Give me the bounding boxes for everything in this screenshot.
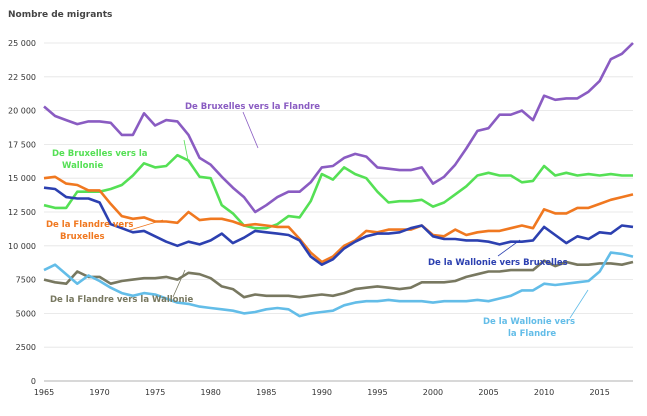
x-tick-label: 1995 xyxy=(367,388,387,397)
x-tick-label: 1975 xyxy=(145,388,165,397)
series-label-wallonie-flandre-line1: De la Wallonie vers xyxy=(483,317,575,327)
x-tick-label: 1965 xyxy=(34,388,54,397)
series-label-bruxelles-wallonie-line1: De Bruxelles vers la xyxy=(52,149,148,159)
series-label-wallonie-flandre-part1: De la Wallonie vers xyxy=(483,317,575,327)
series-label-flandre-bruxelles-part1: De la Flandre vers xyxy=(46,220,133,230)
series-line-4 xyxy=(43,259,634,299)
x-tick-label: 2005 xyxy=(478,388,498,397)
label-leader-bruxelles-wallonie xyxy=(183,139,189,161)
series-line-1 xyxy=(43,153,633,230)
y-tick-label: 17 500 xyxy=(8,140,36,149)
x-tick-label: 1980 xyxy=(201,388,221,397)
series-line-3 xyxy=(43,186,634,267)
label-leader-flandre-wallonie xyxy=(172,269,186,298)
y-tick-label: 7500 xyxy=(16,276,36,285)
series-label-flandre-wallonie: De la Flandre vers la Wallonie xyxy=(50,295,193,305)
series-label-wallonie-flandre-line2: la Flandre xyxy=(508,329,556,339)
series-line-5 xyxy=(43,251,634,318)
y-tick-label: 12 500 xyxy=(8,208,36,217)
x-tick-label: 1985 xyxy=(256,388,276,397)
label-leader-wallonie-bruxelles xyxy=(497,239,521,257)
x-tick-label: 1990 xyxy=(312,388,332,397)
series-label-bruxelles-wallonie-part1: De Bruxelles vers la xyxy=(52,149,148,159)
x-tick-label: 2010 xyxy=(534,388,554,397)
series-label-wallonie-flandre-part2: la Flandre xyxy=(508,329,556,339)
series-label-flandre-bruxelles-part2: Bruxelles xyxy=(60,232,105,242)
x-tick-label: 1970 xyxy=(89,388,109,397)
label-leader-wallonie-flandre xyxy=(569,289,589,319)
x-tick-label: 2015 xyxy=(589,388,609,397)
series-label-wallonie-bruxelles: De la Wallonie vers Bruxelles xyxy=(428,258,568,268)
y-tick-label: 2500 xyxy=(16,343,36,352)
y-axis-title: Nombre de migrants xyxy=(8,10,112,20)
y-tick-label: 0 xyxy=(31,377,36,386)
series-line-0 xyxy=(43,42,634,214)
label-leader-bruxelles-flandre xyxy=(242,111,259,149)
series-label-bruxelles-wallonie-line2: Wallonie xyxy=(62,161,103,171)
y-tick-label: 20 000 xyxy=(8,107,36,116)
series-lines xyxy=(43,42,634,318)
series-label-bruxelles-wallonie-part2: Wallonie xyxy=(62,161,103,171)
y-tick-label: 15 000 xyxy=(8,174,36,183)
label-leader-flandre-bruxelles xyxy=(129,219,164,231)
series-label-flandre-bruxelles-line2: Bruxelles xyxy=(60,232,105,242)
series-label-bruxelles-flandre: De Bruxelles vers la Flandre xyxy=(185,102,320,112)
y-tick-label: 5000 xyxy=(16,309,36,318)
series-label-flandre-bruxelles-line1: De la Flandre vers xyxy=(46,220,133,230)
y-axis-ticks: 0 2500 5000 7500 10 000 12 500 15 000 17 500 20 … xyxy=(8,39,36,386)
y-tick-label: 10 000 xyxy=(8,242,36,251)
series-labels: De Bruxelles vers la Flandre De Bruxelle… xyxy=(46,102,589,339)
y-tick-label: 25 000 xyxy=(8,39,36,48)
x-tick-label: 2000 xyxy=(423,388,443,397)
x-axis-ticks: 1965 1970 1975 1980 1985 1990 1995 2000 2005 2010… xyxy=(34,388,610,397)
series-line-2 xyxy=(43,175,634,264)
grid-lines xyxy=(44,42,633,382)
y-tick-label: 22 500 xyxy=(8,73,36,82)
